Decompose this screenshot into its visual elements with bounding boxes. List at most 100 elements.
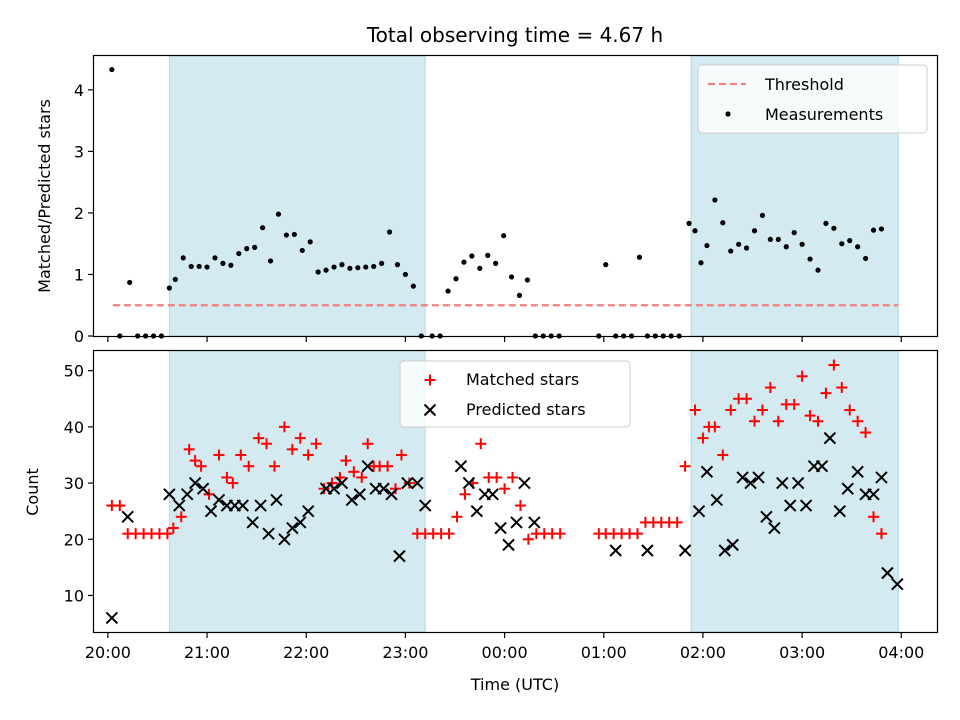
shaded-interval bbox=[168, 55, 426, 337]
measurement-point bbox=[394, 262, 401, 268]
predicted-legend-marker bbox=[423, 403, 437, 417]
ratio-panel-frame bbox=[92, 54, 939, 338]
measurement-point bbox=[698, 260, 704, 266]
measurement-point bbox=[493, 260, 499, 266]
predicted-star-marker-b bbox=[768, 521, 781, 535]
predicted-star-marker-b bbox=[841, 482, 854, 495]
measurement-point bbox=[252, 244, 258, 250]
predicted-star-marker-b bbox=[353, 488, 367, 501]
predicted-star-marker-b bbox=[204, 504, 218, 518]
predicted-star-marker-b bbox=[105, 611, 119, 625]
predicted-star-marker-b bbox=[736, 471, 749, 484]
predicted-star-marker-b bbox=[851, 465, 864, 479]
predicted-star-marker-b bbox=[678, 544, 692, 557]
chart-title: Total observing time = 4.67 h bbox=[366, 23, 663, 47]
predicted-star-marker-b bbox=[377, 482, 390, 495]
measurement-point bbox=[453, 276, 459, 282]
measurement-point bbox=[862, 255, 869, 262]
predicted-legend-label: Predicted stars bbox=[466, 400, 586, 419]
measurement-point bbox=[402, 271, 409, 278]
predicted-star-marker-b bbox=[286, 521, 299, 535]
predicted-star-marker-b bbox=[411, 476, 424, 490]
measurement-point bbox=[485, 252, 491, 258]
measurement-point bbox=[410, 283, 416, 289]
measurement-point bbox=[636, 254, 643, 260]
measurement-point bbox=[500, 233, 507, 239]
y-tick-label: 10 bbox=[64, 586, 84, 605]
measurement-point bbox=[799, 241, 805, 247]
measurements-legend-marker bbox=[725, 111, 731, 117]
predicted-star-marker-b bbox=[791, 476, 805, 490]
measurement-point bbox=[228, 262, 234, 268]
predicted-star-marker-b bbox=[692, 504, 706, 518]
predicted-star-marker-b bbox=[246, 516, 259, 529]
measurement-point bbox=[339, 262, 345, 268]
predicted-star-marker-b bbox=[881, 566, 894, 580]
predicted-star-marker-b bbox=[345, 493, 359, 507]
measurement-point bbox=[220, 260, 226, 266]
predicted-star-marker-b bbox=[173, 499, 186, 512]
predicted-star-marker-b bbox=[776, 476, 789, 490]
measurement-point bbox=[204, 264, 210, 270]
predicted-star-marker-b bbox=[454, 460, 468, 473]
measurement-point bbox=[603, 262, 609, 268]
predicted-star-marker-b bbox=[823, 431, 837, 445]
measurement-point bbox=[728, 248, 734, 254]
measurement-point bbox=[127, 279, 133, 286]
measurement-point bbox=[461, 259, 467, 265]
measurement-point bbox=[267, 258, 274, 264]
predicted-star-marker-b bbox=[833, 504, 847, 518]
measurement-point bbox=[775, 236, 781, 242]
predicted-star-marker-b bbox=[891, 578, 904, 591]
ratio-y-axis-label: Matched/Predicted stars bbox=[35, 99, 54, 293]
predicted-star-marker-b bbox=[462, 476, 476, 490]
predicted-star-marker-b bbox=[423, 403, 437, 417]
measurement-point bbox=[720, 220, 726, 226]
predicted-star-marker-b bbox=[236, 499, 249, 512]
y-tick-label: 30 bbox=[64, 474, 84, 493]
measurement-point bbox=[371, 263, 377, 270]
measurement-point bbox=[331, 264, 337, 270]
measurement-point bbox=[188, 263, 194, 270]
measurement-point bbox=[283, 232, 290, 238]
x-tick-label: 22:00 bbox=[283, 643, 329, 662]
measurement-point bbox=[386, 229, 393, 235]
measurement-point bbox=[212, 255, 218, 261]
predicted-star-marker-b bbox=[486, 488, 499, 501]
predicted-star-marker-b bbox=[867, 488, 880, 501]
y-tick-label: 50 bbox=[64, 362, 84, 381]
predicted-star-marker-b bbox=[212, 493, 226, 507]
predicted-star-marker-b bbox=[181, 488, 194, 501]
predicted-star-marker-b bbox=[718, 544, 731, 557]
measurement-point bbox=[363, 264, 369, 270]
measurement-point bbox=[275, 211, 282, 217]
measurement-point bbox=[823, 220, 829, 226]
measurement-point bbox=[260, 225, 266, 231]
measurement-point bbox=[516, 292, 523, 298]
shaded-intervals bbox=[168, 350, 899, 633]
measurement-point bbox=[508, 274, 515, 280]
y-tick-label: 2 bbox=[74, 204, 84, 223]
predicted-star-marker-b bbox=[188, 476, 202, 490]
predicted-star-marker-b bbox=[609, 544, 622, 557]
y-tick-label: 1 bbox=[74, 265, 84, 284]
measurement-point bbox=[315, 269, 321, 275]
measurement-point bbox=[379, 260, 385, 266]
count-panel: 20:00 21:00 22:00 23:00 00:00 01:00 02:00 03:00… bbox=[23, 349, 939, 694]
predicted-star-marker-b bbox=[760, 510, 773, 523]
measurement-point bbox=[704, 242, 710, 249]
predicted-star-marker-b bbox=[518, 476, 531, 490]
measurement-point bbox=[815, 267, 821, 273]
x-tick-label: 04:00 bbox=[878, 643, 924, 662]
x-tick-label: 23:00 bbox=[382, 643, 428, 662]
measurement-point bbox=[783, 244, 789, 250]
predicted-star-marker-b bbox=[121, 510, 134, 523]
measurement-point bbox=[244, 246, 250, 252]
series-predicted-stars bbox=[105, 431, 904, 625]
predicted-star-marker-b bbox=[163, 488, 176, 501]
matched-legend-label: Matched stars bbox=[466, 370, 579, 389]
predicted-star-marker-b bbox=[262, 527, 275, 540]
measurement-point bbox=[807, 256, 813, 262]
predicted-star-marker-b bbox=[335, 476, 349, 490]
